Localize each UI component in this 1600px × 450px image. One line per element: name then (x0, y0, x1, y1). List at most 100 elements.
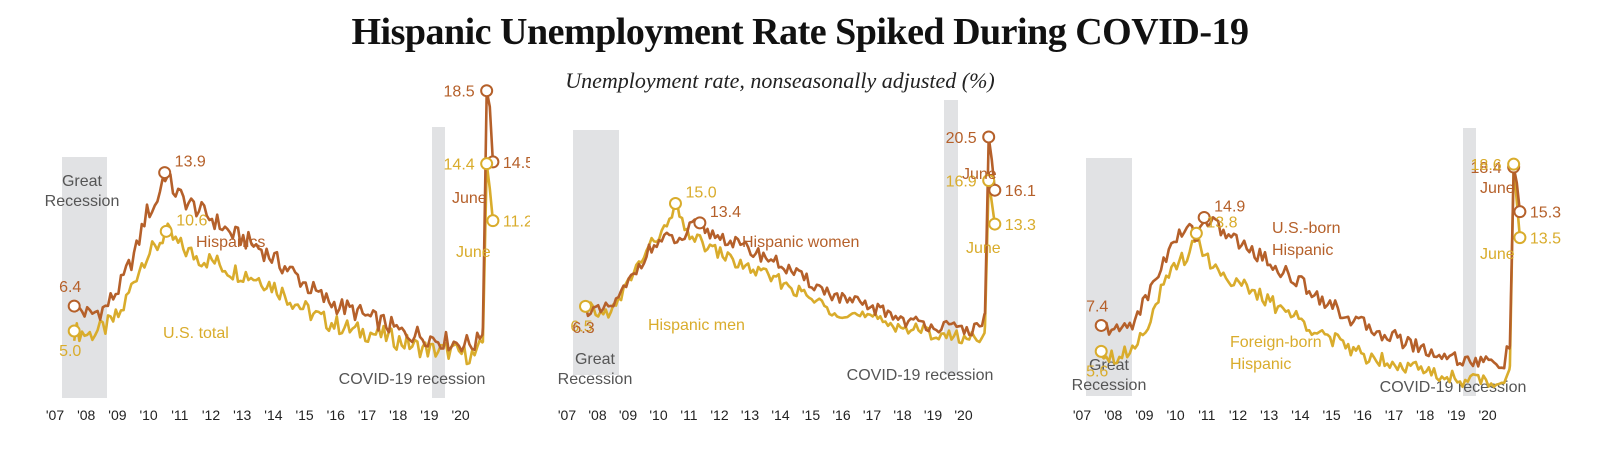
data-point-marker (158, 166, 172, 180)
chart-panel-born-status: Great Recession COVID-19 recession '07 '08 '0… (1072, 128, 1561, 423)
x-tick-label: '12 (710, 407, 728, 423)
data-point-marker (982, 130, 996, 144)
x-tick-label: '15 (295, 407, 313, 423)
june-label-light: June (456, 244, 491, 261)
value-label: 11.2 (503, 214, 530, 231)
series-name-label: Hispanic (1230, 356, 1291, 373)
value-label: 13.9 (175, 154, 206, 171)
value-label: 13.4 (710, 204, 741, 221)
series-name-label: Foreign-born (1230, 334, 1322, 351)
x-tick-label: '19 (924, 407, 942, 423)
great-recession-band (573, 130, 619, 375)
value-label: 15.0 (685, 185, 716, 202)
x-tick-label: '12 (1229, 407, 1247, 423)
series-name-label: Hispanics (196, 234, 265, 251)
data-point-marker (480, 157, 494, 171)
x-tick-label: '16 (1354, 407, 1372, 423)
data-point-marker (988, 217, 1002, 231)
great-recession-label-line-1: Great (575, 351, 616, 368)
value-label: 7.4 (1086, 298, 1108, 315)
covid-recession-band (432, 127, 445, 398)
great-recession-label-line-2: Recession (45, 193, 120, 210)
x-tick-label: '13 (1260, 407, 1278, 423)
june-label-dark: June (1480, 180, 1515, 197)
great-recession-band (62, 157, 107, 398)
series-line (72, 162, 495, 366)
x-tick-label: '17 (358, 407, 376, 423)
x-tick-label: '07 (1073, 407, 1091, 423)
data-point-marker (1507, 157, 1521, 171)
series-line (72, 89, 495, 353)
chart-panel-women-vs-men: Great Recession COVID-19 recession '07 '08 '0… (558, 100, 1036, 423)
data-point-marker (693, 216, 707, 230)
x-tick-label: '20 (954, 407, 972, 423)
x-tick-label: '07 (558, 407, 576, 423)
june-label-dark: June (962, 166, 997, 183)
series-name-label: Hispanic women (742, 234, 859, 251)
series-line (584, 135, 997, 337)
data-point-marker (159, 224, 173, 238)
x-tick-label: '14 (264, 407, 282, 423)
value-label: 18.5 (444, 84, 475, 101)
x-tick-label: '17 (863, 407, 881, 423)
x-tick-label: '12 (202, 407, 220, 423)
data-point-marker (668, 197, 682, 210)
value-label: 13.5 (1530, 231, 1561, 248)
data-point-marker (988, 183, 1002, 197)
x-tick-label: '09 (1135, 407, 1153, 423)
value-label: 16.9 (946, 174, 977, 191)
value-label: 18.4 (1471, 160, 1502, 177)
series-name-label: Hispanic men (648, 317, 745, 334)
x-tick-label: '20 (451, 407, 469, 423)
x-tick-label: '11 (1198, 407, 1215, 423)
x-tick-label: '11 (171, 407, 188, 423)
series-line (585, 179, 997, 345)
x-tick-label: '09 (108, 407, 126, 423)
value-label: 10.6 (176, 212, 207, 229)
covid-recession-label: COVID-19 recession (1380, 379, 1527, 396)
x-tick-label: '15 (802, 407, 820, 423)
x-tick-label: '18 (389, 407, 407, 423)
x-tick-label: '08 (588, 407, 606, 423)
x-tick-label: '13 (741, 407, 759, 423)
data-point-marker (486, 214, 500, 228)
value-label: 15.3 (1530, 205, 1561, 222)
data-point-marker (1513, 205, 1527, 219)
june-label-light: June (966, 240, 1001, 257)
data-point-marker (1189, 226, 1203, 240)
series-line (1101, 165, 1522, 370)
covid-recession-label: COVID-19 recession (339, 371, 486, 388)
series-line (1100, 162, 1522, 389)
covid-recession-band (944, 100, 958, 375)
covid-recession-label: COVID-19 recession (847, 367, 994, 384)
data-point-marker (1094, 344, 1108, 358)
value-label: 16.1 (1005, 183, 1036, 200)
value-label: 14.9 (1214, 198, 1245, 215)
x-tick-label: '16 (327, 407, 345, 423)
data-point-marker (1094, 318, 1108, 332)
value-label: 5.0 (59, 343, 81, 360)
data-point-marker (1513, 231, 1527, 245)
x-tick-label: '11 (680, 407, 697, 423)
june-label-dark: June (452, 190, 487, 207)
great-recession-label-line-1: Great (1089, 357, 1130, 374)
x-tick-label: '14 (1291, 407, 1309, 423)
data-point-marker (480, 84, 494, 98)
great-recession-label-line-2: Recession (558, 371, 633, 388)
data-point-marker (67, 324, 81, 338)
x-tick-label: '09 (619, 407, 637, 423)
x-tick-label: '14 (771, 407, 789, 423)
value-label: 6.4 (59, 279, 81, 296)
great-recession-label-line-2: Recession (1072, 377, 1147, 394)
value-label: 5.6 (1086, 364, 1108, 381)
x-tick-label: '10 (1166, 407, 1184, 423)
value-label: 13.8 (1206, 214, 1237, 231)
series-name-label: U.S.-born (1272, 220, 1340, 237)
value-label: 6.3 (572, 320, 594, 337)
value-label: 6.5 (570, 319, 592, 336)
chart-panel-hispanics-vs-us: Great Recession COVID-19 recession '07 '08 '0… (45, 84, 530, 423)
value-label: 13.3 (1005, 217, 1036, 234)
data-point-marker (579, 299, 592, 313)
series-name-label: Hispanic (1272, 242, 1333, 259)
june-label-light: June (1480, 246, 1515, 263)
